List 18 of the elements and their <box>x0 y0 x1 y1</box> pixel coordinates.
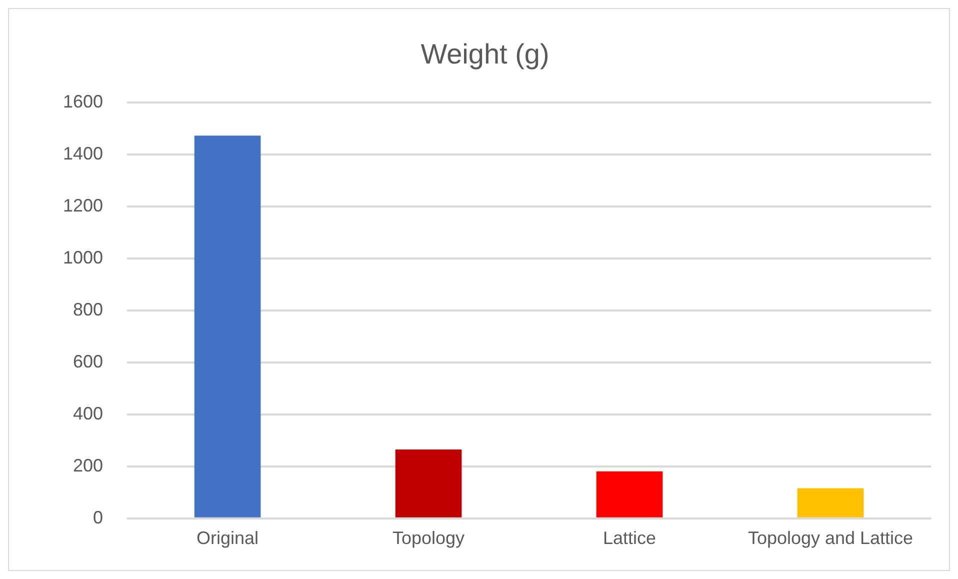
bar <box>797 488 864 518</box>
bar <box>395 450 462 518</box>
bar <box>596 471 663 518</box>
y-tick-label: 1600 <box>62 92 104 112</box>
y-tick-label: 1200 <box>62 196 104 216</box>
y-tick-label: 0 <box>93 507 104 528</box>
y-tick-label: 1000 <box>62 247 104 268</box>
y-tick-label: 600 <box>72 351 104 372</box>
chart-title: Weight (g) <box>420 38 550 70</box>
y-tick-label: 1400 <box>62 144 104 164</box>
x-tick-label: Topology and Lattice <box>748 528 914 548</box>
x-tick-label: Lattice <box>602 528 656 548</box>
y-tick-label: 400 <box>72 403 104 424</box>
bar <box>194 136 261 518</box>
x-tick-label: Topology <box>392 528 465 548</box>
x-tick-label: Original <box>196 528 259 548</box>
y-tick-label: 800 <box>72 299 104 320</box>
y-tick-label: 200 <box>72 455 104 476</box>
